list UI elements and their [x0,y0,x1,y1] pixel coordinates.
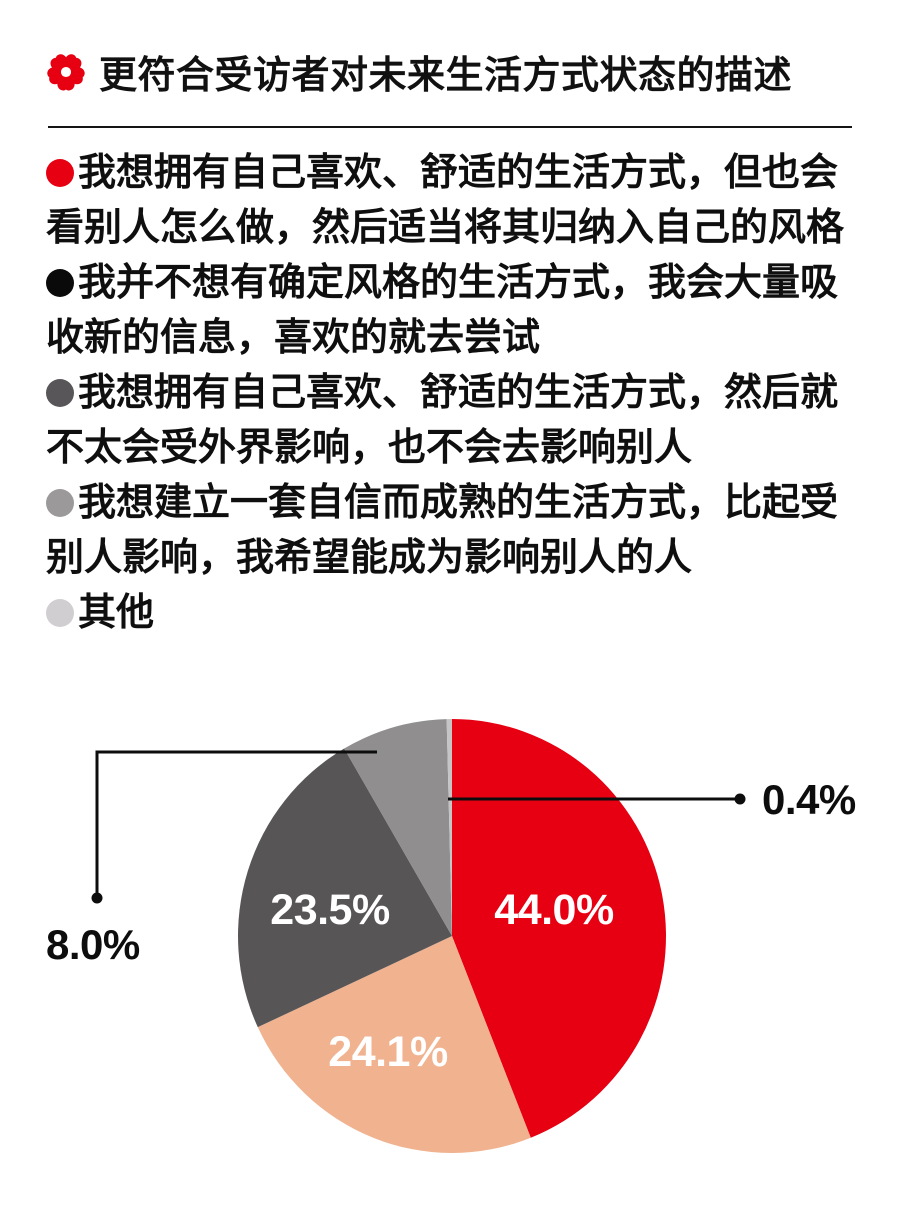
legend-item: 我想拥有自己喜欢、舒适的生活方式，但也会看别人怎么做，然后适当将其归纳入自己的风… [46,146,858,256]
legend-item-label: 我想拥有自己喜欢、舒适的生活方式，但也会看别人怎么做，然后适当将其归纳入自己的风… [46,152,845,249]
legend-bullet-darkgray [46,379,74,407]
legend-item: 我想建立一套自信而成熟的生活方式，比起受别人影响，我希望能成为影响别人的人 [46,476,858,586]
pie-slice-2 [238,748,452,1028]
slice-label-24-1: 24.1% [328,1028,448,1076]
callout-line-8pct [95,750,377,898]
pie-slice-4 [446,719,452,936]
callout-dot-0-4pct [734,793,746,805]
title-row: 更符合受访者对未来生活方式状态的描述 [44,44,856,99]
pie-slices [238,719,666,1153]
title-divider [48,126,852,128]
pie-slice-3 [344,719,452,936]
legend-bullet-lightgray [46,599,74,627]
legend-item: 其他 [46,586,858,641]
legend-item: 我并不想有确定风格的生活方式，我会大量吸收新的信息，喜欢的就去尝试 [46,256,858,366]
legend-item-label: 我想建立一套自信而成熟的生活方式，比起受别人影响，我希望能成为影响别人的人 [46,482,839,579]
legend-bullet-black [46,269,74,297]
legend-item: 我想拥有自己喜欢、舒适的生活方式，然后就不太会受外界影响，也不会去影响别人 [46,366,858,476]
pie-slice-1 [257,936,531,1153]
legend-item-label: 我想拥有自己喜欢、舒适的生活方式，然后就不太会受外界影响，也不会去影响别人 [46,372,839,469]
slice-label-0-4: 0.4% [762,776,856,823]
florette-icon [45,53,87,93]
slice-label-44-0: 44.0% [494,886,614,934]
legend-bullet-gray [46,489,74,517]
slice-label-23-5: 23.5% [270,886,390,934]
pie-slice-0 [452,719,666,1138]
pie-chart: 44.0% 23.5% 24.1% 8.0% 0.4% [46,719,856,1153]
legend-item-label: 我并不想有确定风格的生活方式，我会大量吸收新的信息，喜欢的就去尝试 [46,262,839,359]
page-title: 更符合受访者对未来生活方式状态的描述 [99,55,793,97]
legend-bullet-red [46,159,74,187]
legend: 我想拥有自己喜欢、舒适的生活方式，但也会看别人怎么做，然后适当将其归纳入自己的风… [46,146,858,641]
legend-item-label: 其他 [78,592,155,634]
callout-dot-8pct [91,892,103,904]
slice-label-8-0: 8.0% [46,921,140,968]
